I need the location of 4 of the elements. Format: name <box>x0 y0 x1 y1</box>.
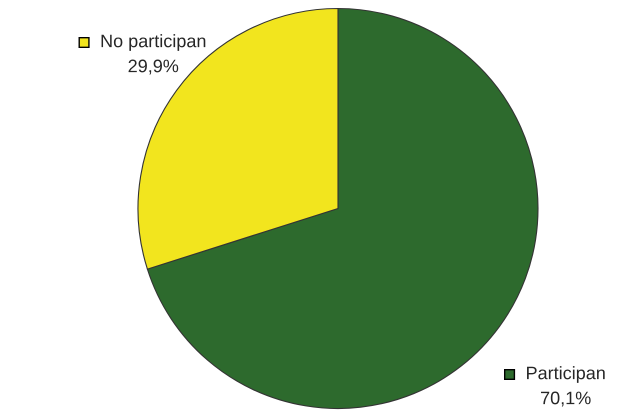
data-label: 29,9% <box>128 60 178 74</box>
legend-label: Participan <box>527 366 605 383</box>
legend-label: No participan <box>102 34 206 51</box>
data-label: 70,1% <box>541 392 591 406</box>
